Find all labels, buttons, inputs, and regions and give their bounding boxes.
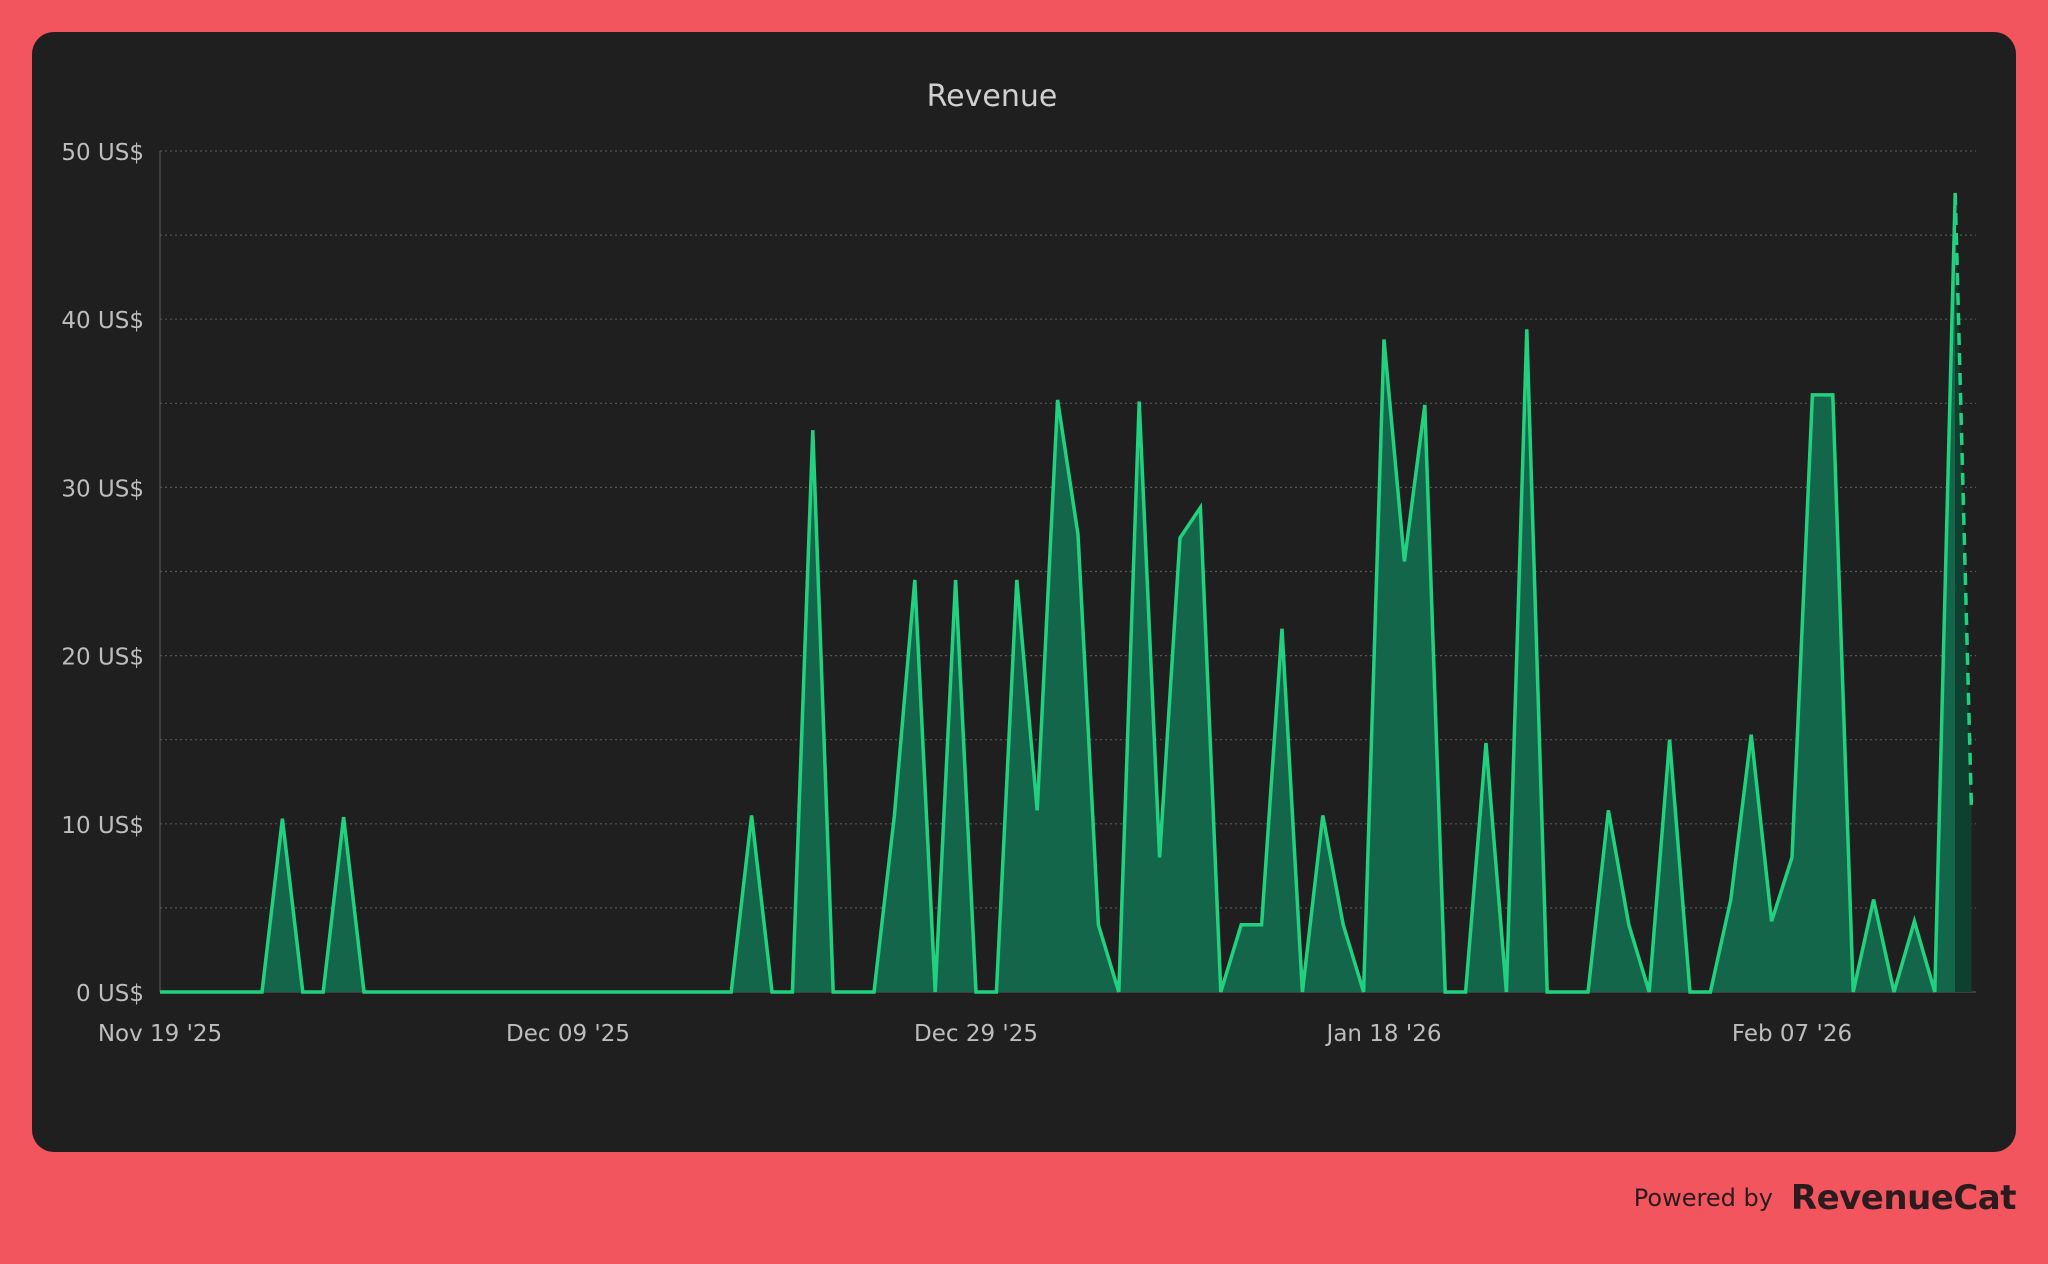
projected-line: [1953, 193, 1974, 813]
x-tick-label: Jan 18 '26: [1325, 1021, 1442, 1047]
y-axis-ticks: 0 US$ 10 US$ 20 US$ 30 US$ 40 US$ 50 US$: [61, 140, 144, 1007]
footer: Powered by RevenueCat: [1633, 1178, 2017, 1218]
series-line: [160, 193, 1957, 994]
chart-title: Revenue: [927, 79, 1058, 114]
x-axis-ticks: Nov 19 '25 Dec 09 '25 Dec 29 '25 Jan 18 '26…: [98, 1021, 1852, 1047]
x-tick-label: Dec 09 '25: [506, 1021, 630, 1047]
revenuecat-logo[interactable]: RevenueCat: [1790, 1178, 2017, 1218]
y-tick-label: 20 US$: [61, 645, 144, 671]
powered-by-label: Powered by: [1633, 1184, 1773, 1212]
y-tick-label: 40 US$: [61, 308, 144, 334]
x-tick-label: Nov 19 '25: [98, 1021, 222, 1047]
series-lines: [160, 193, 1974, 994]
y-tick-label: 0 US$: [76, 981, 144, 1007]
chart-card: Revenue 0 US$ 10 US$ 20 US$ 30 US$ 40 US$ 50 …: [32, 32, 2016, 1152]
y-tick-label: 50 US$: [61, 140, 144, 166]
x-tick-label: Feb 07 '26: [1732, 1021, 1852, 1047]
y-tick-label: 10 US$: [61, 813, 144, 839]
series-area: [160, 193, 1972, 993]
series-area-fill: [160, 193, 1956, 993]
y-tick-label: 30 US$: [61, 476, 144, 502]
projected-area-fill: [1955, 193, 1972, 993]
x-tick-label: Dec 29 '25: [914, 1021, 1038, 1047]
revenue-chart: Revenue 0 US$ 10 US$ 20 US$ 30 US$ 40 US$ 50 …: [61, 79, 1976, 1047]
